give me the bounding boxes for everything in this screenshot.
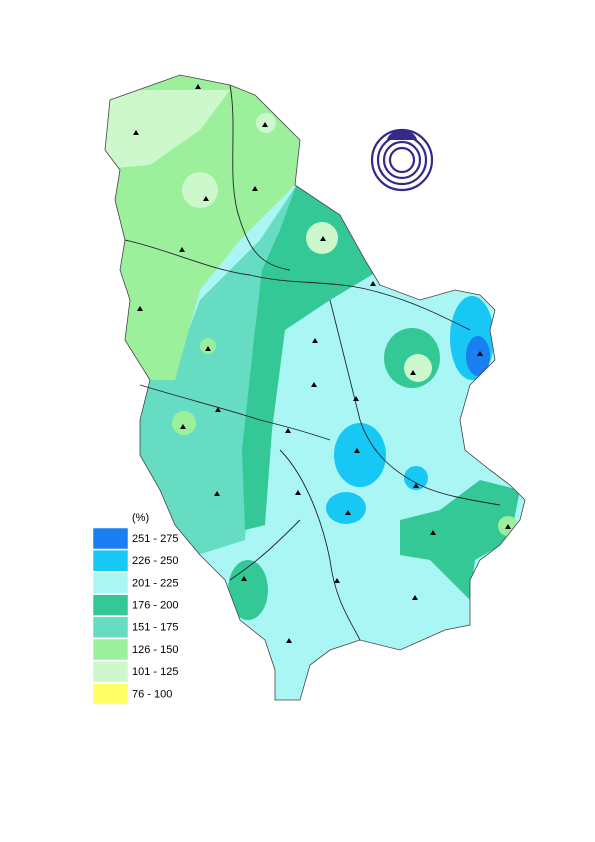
legend: 251 - 275 226 - 250 201 - 225 176 - 200 151 … xyxy=(92,527,178,705)
zone xyxy=(182,172,218,208)
river xyxy=(279,449,361,641)
legend-swatch xyxy=(92,660,129,683)
zone xyxy=(228,560,268,620)
river xyxy=(139,384,331,441)
legend-swatch xyxy=(92,549,129,572)
legend-swatch xyxy=(92,527,129,550)
logo xyxy=(370,128,434,192)
river xyxy=(329,299,501,506)
zone xyxy=(326,492,366,524)
border xyxy=(104,74,526,701)
zone xyxy=(105,90,230,170)
zone xyxy=(172,411,196,435)
zone xyxy=(334,423,386,487)
legend-unit: (%) xyxy=(132,512,149,524)
zone xyxy=(256,113,276,133)
legend-label: 226 - 250 xyxy=(132,555,178,567)
legend-label: 151 - 175 xyxy=(132,622,178,634)
zone xyxy=(400,480,520,600)
legend-swatch xyxy=(92,683,129,705)
legend-swatch xyxy=(92,594,129,616)
legend-label: 101 - 125 xyxy=(132,666,178,678)
river xyxy=(124,239,471,331)
river xyxy=(229,519,301,581)
zone xyxy=(404,354,432,382)
river xyxy=(229,84,291,271)
zone xyxy=(242,175,380,530)
legend-label: 201 - 225 xyxy=(132,577,178,589)
rivers xyxy=(124,84,501,641)
zone xyxy=(404,466,428,490)
legend-label: 76 - 100 xyxy=(132,688,172,700)
legend-swatch xyxy=(92,572,129,594)
legend-label: 176 - 200 xyxy=(132,600,178,612)
legend-label: 126 - 150 xyxy=(132,644,178,656)
legend-label: 251 - 275 xyxy=(132,533,178,545)
legend-swatch xyxy=(92,616,129,639)
legend-swatch xyxy=(92,638,129,661)
